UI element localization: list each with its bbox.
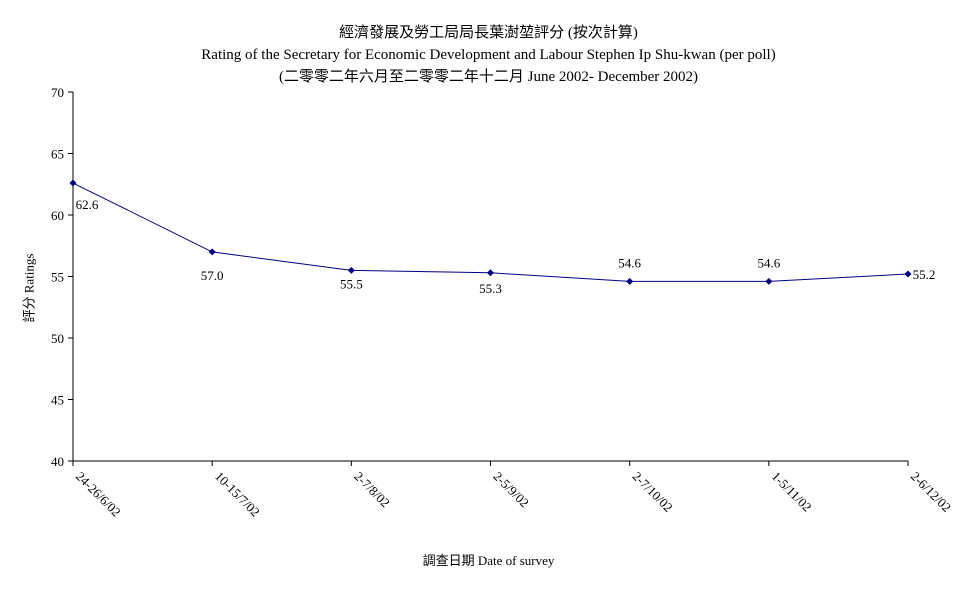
y-tick-label: 40	[51, 454, 64, 469]
y-tick-label: 65	[51, 147, 64, 162]
data-label: 55.2	[913, 267, 936, 282]
series-line	[72, 182, 909, 282]
x-tick-label: 24-26/6/02	[73, 469, 124, 520]
x-tick-label: 1-5/11/02	[769, 469, 815, 515]
y-tick-label: 50	[51, 331, 64, 346]
data-label: 57.0	[201, 268, 224, 283]
x-tick-label: 2-5/9/02	[490, 469, 532, 511]
data-point-marker	[487, 269, 494, 277]
chart-title: 經濟發展及勞工局局長葉澍堃評分 (按次計算)	[339, 25, 638, 41]
data-label: 54.6	[618, 255, 641, 270]
chart-series	[69, 179, 912, 285]
x-tick-label: 2-7/10/02	[630, 469, 676, 515]
data-point-marker	[626, 277, 634, 285]
data-point-marker	[347, 266, 355, 274]
y-axis-label: 評分 Ratings	[8, 254, 48, 323]
x-tick-label: 2-6/12/02	[908, 469, 954, 515]
x-axis-label: 調查日期 Date of survey	[422, 553, 555, 568]
x-tick-label: 2-7/8/02	[351, 469, 393, 511]
chart-title-block: 經濟發展及勞工局局長葉澍堃評分 (按次計算) Rating of the Sec…	[0, 22, 977, 88]
x-tick-label: 10-15/7/02	[212, 469, 263, 520]
chart-subtitle: Rating of the Secretary for Economic Dev…	[201, 47, 776, 63]
data-label: 55.3	[479, 281, 502, 296]
y-tick-label: 60	[51, 208, 64, 223]
data-label: 62.6	[76, 197, 99, 212]
data-point-marker	[904, 270, 912, 278]
chart-data-labels: 62.6 57.0 55.5 55.3 54.6 54.6 55.2	[76, 197, 936, 296]
y-axis-label-text: 評分 Ratings	[21, 253, 37, 323]
data-label: 55.5	[340, 276, 363, 291]
data-point-marker	[69, 179, 77, 187]
data-point-marker	[208, 248, 216, 256]
chart-axes: 40 45 50 55 60 65 70 24-26/6/02 10-15/7/02 2-7/8/…	[51, 85, 954, 519]
data-point-marker	[765, 277, 773, 285]
chart-subtitle-2: (二零零二年六月至二零零二年十二月 June 2002- December 20…	[278, 69, 699, 85]
data-label: 54.6	[757, 255, 780, 270]
y-tick-label: 55	[51, 270, 64, 285]
y-tick-label: 70	[51, 85, 64, 100]
y-tick-label: 45	[51, 393, 64, 408]
